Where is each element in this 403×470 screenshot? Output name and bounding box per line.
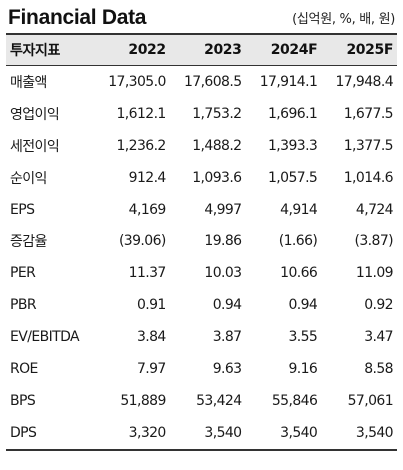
table-row: 영업이익 1,612.1 1,753.2 1,696.1 1,677.5 (6, 98, 397, 130)
cell-value: 1,488.2 (192, 137, 242, 154)
header-year-2024f: 2024F (270, 42, 318, 58)
cell-value: 4,997 (204, 201, 242, 218)
cell-value: 1,612.1 (116, 105, 167, 122)
row-label: 영업이익 (10, 106, 60, 123)
row-label: PER (10, 265, 36, 282)
cell-value: 7.97 (136, 360, 166, 377)
cell-value: 0.94 (288, 297, 318, 314)
panel-title: Financial Data (8, 6, 147, 29)
cell-value: 1,057.5 (268, 169, 318, 186)
cell-value: 1,677.5 (343, 105, 394, 122)
table-row: DPS 3,320 3,540 3,540 3,540 (6, 417, 397, 450)
cell-value: 19.86 (204, 233, 242, 250)
cell-value: 1,014.6 (343, 169, 394, 186)
cell-value: 0.91 (136, 297, 166, 314)
cell-value: 1,696.1 (268, 105, 318, 122)
row-label: EPS (10, 201, 35, 218)
table-row: 증감율 (39.06) 19.86 (1.66) (3.87) (6, 225, 397, 257)
cell-value: 0.94 (212, 297, 242, 314)
cell-value: 4,169 (128, 201, 167, 218)
header-year-2025f: 2025F (346, 42, 393, 58)
cell-value: 51,889 (120, 392, 166, 409)
cell-value: 10.03 (204, 265, 242, 282)
cell-value: 3.55 (288, 329, 318, 346)
table-row: 순이익 912.4 1,093.6 1,057.5 1,014.6 (6, 162, 397, 194)
header-year-2023: 2023 (204, 42, 242, 58)
cell-value: 3,540 (355, 424, 394, 441)
table-row: PBR 0.91 0.94 0.94 0.92 (6, 289, 397, 321)
cell-value: 9.63 (212, 360, 242, 377)
row-label: ROE (10, 360, 38, 377)
cell-value: 1,093.6 (192, 169, 242, 186)
cell-value: 9.16 (288, 360, 318, 377)
cell-value: 3,540 (280, 424, 318, 441)
row-label: DPS (10, 424, 37, 441)
row-label: 증감율 (10, 234, 47, 251)
cell-value: 8.58 (364, 360, 393, 377)
table-header: 투자지표 2022 2023 2024F 2025F (6, 34, 397, 66)
table-row: EV/EBITDA 3.84 3.87 3.55 3.47 (6, 321, 397, 353)
table-body: 매출액 17,305.0 17,608.5 17,914.1 17,948.4 영업이익 1… (6, 66, 397, 450)
cell-value: 0.92 (364, 297, 393, 314)
cell-value: 3.87 (212, 329, 242, 346)
header-year-2022: 2022 (128, 42, 166, 58)
cell-value: 17,305.0 (108, 73, 166, 90)
cell-value: 17,608.5 (183, 73, 242, 90)
cell-value: 4,914 (280, 201, 318, 218)
cell-value: 11.37 (128, 265, 167, 282)
cell-value: 1,236.2 (116, 137, 167, 154)
row-label: 순이익 (10, 170, 47, 187)
table-row: PER 11.37 10.03 10.66 11.09 (6, 257, 397, 289)
cell-value: 1,377.5 (343, 137, 394, 154)
row-label: BPS (10, 392, 36, 409)
cell-value: 57,061 (347, 392, 394, 409)
panel-header: Financial Data (십억원, %, 배, 원) (6, 0, 397, 33)
cell-value: (3.87) (354, 233, 394, 250)
cell-value: 912.4 (128, 169, 167, 186)
table-row: EPS 4,169 4,997 4,914 4,724 (6, 194, 397, 226)
row-label: EV/EBITDA (10, 329, 80, 346)
row-label: PBR (10, 297, 37, 314)
table-row: 세전이익 1,236.2 1,488.2 1,393.3 1,377.5 (6, 130, 397, 162)
header-row: 투자지표 2022 2023 2024F 2025F (6, 34, 397, 66)
cell-value: 17,914.1 (259, 73, 318, 90)
header-indicator: 투자지표 (10, 43, 60, 59)
cell-value: 3,540 (204, 424, 242, 441)
cell-value: 10.66 (280, 265, 318, 282)
cell-value: 17,948.4 (335, 73, 393, 90)
cell-value: 11.09 (355, 265, 394, 282)
cell-value: 55,846 (271, 392, 318, 409)
cell-value: 1,393.3 (268, 137, 318, 154)
unit-note: (십억원, %, 배, 원) (292, 12, 395, 27)
cell-value: 3.84 (136, 329, 166, 346)
table-row: 매출액 17,305.0 17,608.5 17,914.1 17,948.4 (6, 66, 397, 98)
table-row: BPS 51,889 53,424 55,846 57,061 (6, 385, 397, 417)
cell-value: (1.66) (278, 233, 318, 250)
table-row: ROE 7.97 9.63 9.16 8.58 (6, 353, 397, 385)
cell-value: 4,724 (355, 201, 394, 218)
cell-value: 3.47 (364, 329, 393, 346)
cell-value: 3,320 (128, 424, 167, 441)
financial-table: 투자지표 2022 2023 2024F 2025F 매출액 17,305.0 17… (6, 33, 397, 451)
cell-value: 53,424 (196, 392, 242, 409)
row-label: 세전이익 (10, 138, 60, 155)
cell-value: (39.06) (118, 233, 166, 250)
row-label: 매출액 (10, 74, 47, 91)
cell-value: 1,753.2 (192, 105, 242, 122)
